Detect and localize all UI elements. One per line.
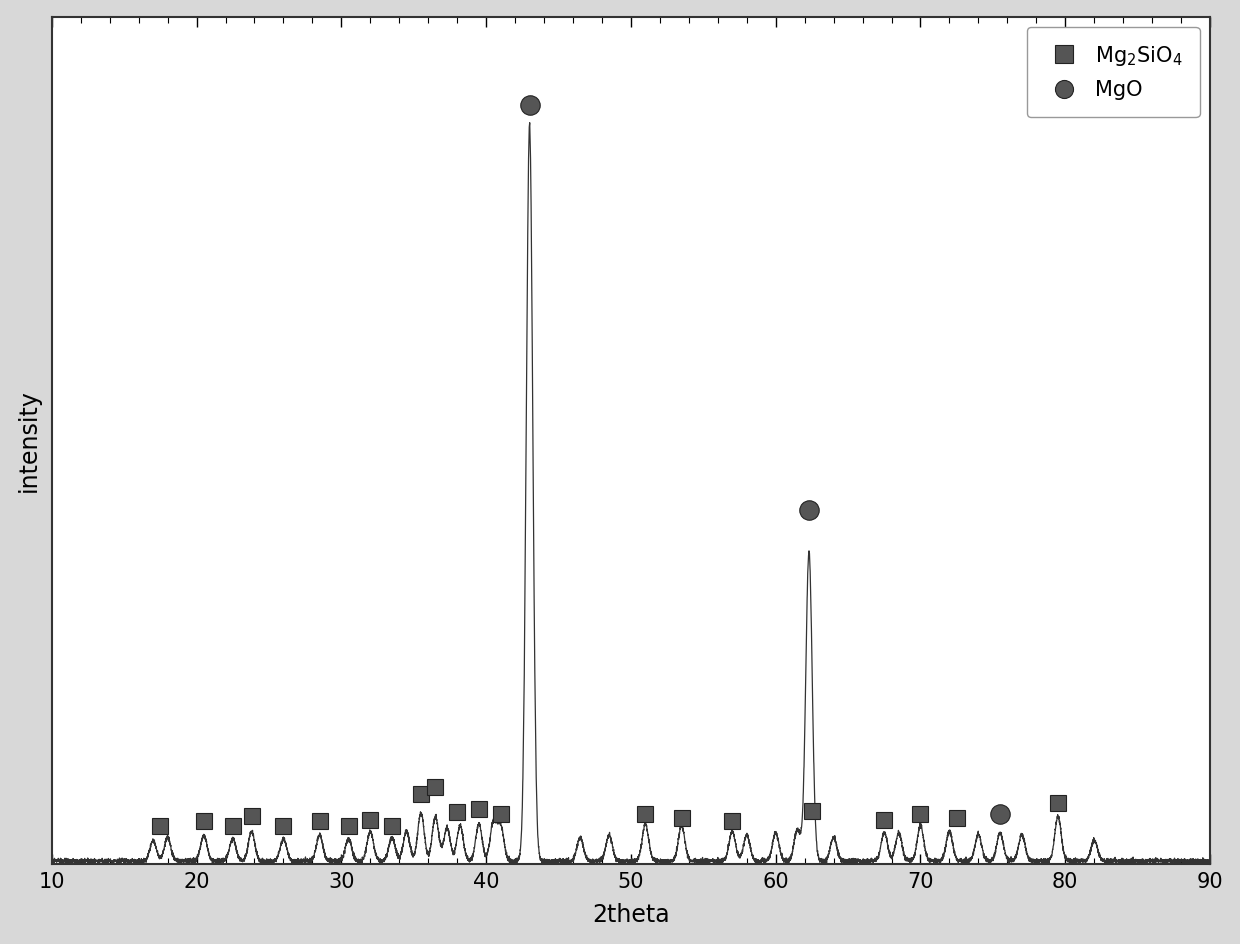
Legend: Mg$_2$SiO$_4$, MgO: Mg$_2$SiO$_4$, MgO [1027, 27, 1199, 117]
X-axis label: 2theta: 2theta [591, 903, 670, 927]
Y-axis label: intensity: intensity [16, 389, 41, 492]
